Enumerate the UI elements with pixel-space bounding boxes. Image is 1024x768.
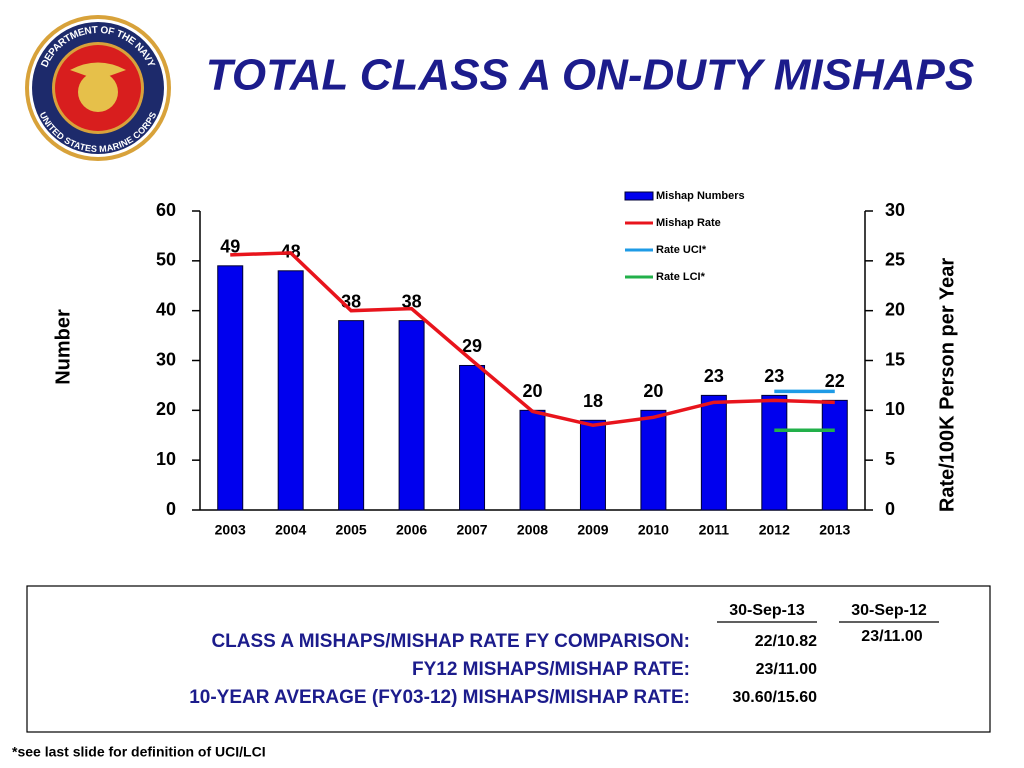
- legend-label: Rate LCI*: [656, 271, 706, 283]
- bar: [217, 265, 244, 511]
- bar: [640, 409, 667, 511]
- table-cell: 30.60/15.60: [732, 689, 817, 706]
- x-tick-label: 2012: [759, 522, 790, 538]
- row-label: 10-YEAR AVERAGE (FY03-12) MISHAPS/MISHAP…: [189, 687, 690, 708]
- row-label: FY12 MISHAPS/MISHAP RATE:: [412, 659, 690, 680]
- logo-eagle: [70, 62, 126, 80]
- y2-tick-label: 20: [885, 299, 905, 319]
- y2-tick-label: 5: [885, 449, 895, 469]
- bar: [700, 394, 727, 511]
- bar: [579, 419, 606, 511]
- x-tick-label: 2007: [456, 522, 487, 538]
- y-tick-label: 60: [156, 200, 176, 220]
- rate-line: [230, 251, 835, 428]
- data-label: 49: [220, 237, 240, 257]
- y-tick-label: 40: [156, 299, 176, 319]
- bar: [821, 399, 848, 511]
- legend-label: Rate UCI*: [656, 244, 707, 256]
- data-label: 23: [764, 366, 784, 386]
- y-tick-label: 50: [156, 250, 176, 270]
- data-label: 18: [583, 391, 603, 411]
- y-tick-label: 20: [156, 399, 176, 419]
- bar: [398, 320, 425, 511]
- table-box: [26, 585, 991, 733]
- logo: DEPARTMENT OF THE NAVY UNITED STATES MAR…: [25, 15, 171, 161]
- x-tick-label: 2004: [275, 522, 306, 538]
- y-tick-label: 30: [156, 349, 176, 369]
- bar: [519, 409, 546, 511]
- y-axis-label: Number: [52, 309, 74, 385]
- legend-swatch: [624, 191, 654, 201]
- column-header: 30-Sep-12: [851, 602, 927, 619]
- bar: [761, 394, 788, 511]
- y2-tick-label: 10: [885, 399, 905, 419]
- x-tick-label: 2005: [336, 522, 367, 538]
- x-tick-label: 2008: [517, 522, 548, 538]
- x-tick-label: 2013: [819, 522, 850, 538]
- y-tick-label: 10: [156, 449, 176, 469]
- y2-tick-label: 30: [885, 200, 905, 220]
- x-tick-label: 2003: [215, 522, 246, 538]
- data-label: 29: [462, 336, 482, 356]
- x-tick-label: 2006: [396, 522, 427, 538]
- table-cell: 23/11.00: [756, 661, 818, 678]
- table-cell: 22/10.82: [755, 633, 817, 650]
- y2-tick-label: 25: [885, 250, 905, 270]
- bar: [338, 320, 365, 511]
- data-label: 23: [704, 366, 724, 386]
- x-tick-label: 2010: [638, 522, 669, 538]
- column-header: 30-Sep-13: [729, 602, 805, 619]
- y-tick-label: 0: [166, 499, 176, 519]
- data-label: 20: [643, 381, 663, 401]
- row-label: CLASS A MISHAPS/MISHAP RATE FY COMPARISO…: [211, 631, 690, 652]
- bar: [459, 364, 486, 511]
- data-label: 22: [825, 371, 845, 391]
- legend-label: Mishap Numbers: [656, 190, 745, 202]
- table-cell: 23/11.00: [861, 628, 923, 645]
- x-tick-label: 2009: [577, 522, 608, 538]
- y2-tick-label: 0: [885, 499, 895, 519]
- chart-title: TOTAL CLASS A ON-DUTY MISHAPS: [206, 51, 974, 100]
- footnote: *see last slide for definition of UCI/LC…: [12, 744, 266, 760]
- data-label: 20: [522, 381, 542, 401]
- y2-tick-label: 15: [885, 349, 905, 369]
- logo-emblem: [78, 72, 118, 112]
- x-tick-label: 2011: [699, 522, 730, 538]
- bar: [277, 270, 304, 511]
- y2-axis-label: Rate/100K Person per Year: [936, 258, 958, 512]
- data-label: 38: [402, 291, 422, 311]
- legend-label: Mishap Rate: [656, 217, 721, 229]
